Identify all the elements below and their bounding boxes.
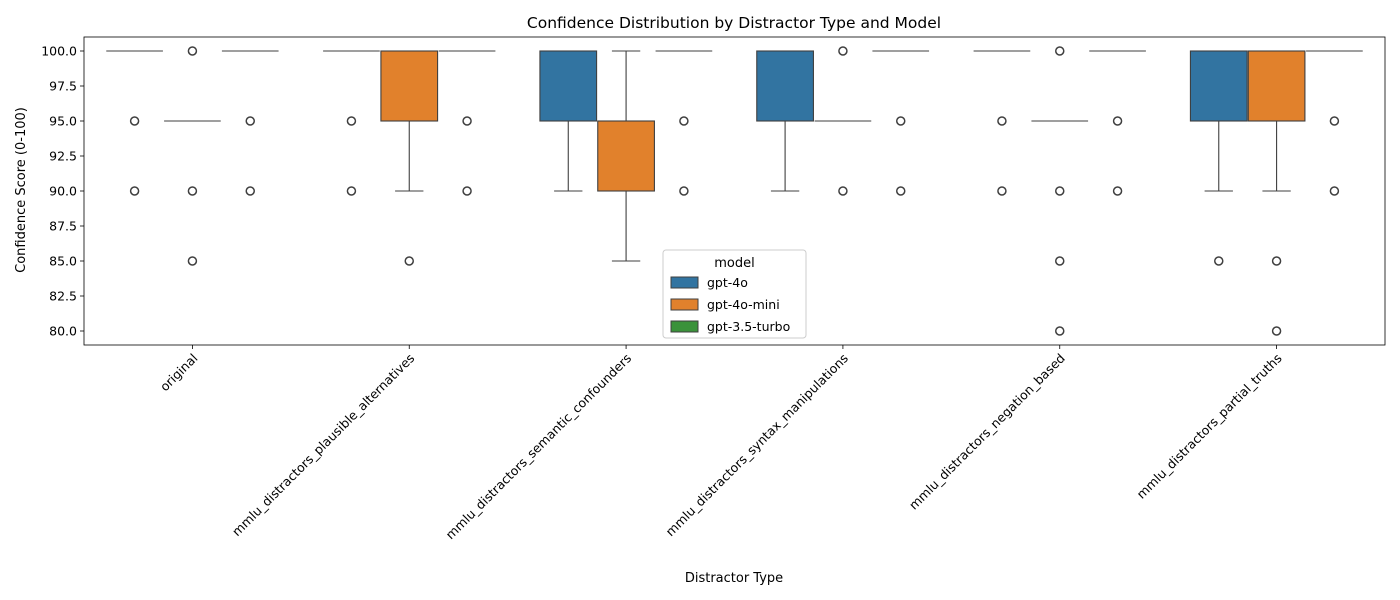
box-gpt-4o — [1189, 50, 1248, 266]
box-gpt-4o — [973, 50, 1031, 196]
y-tick-label: 95.0 — [49, 114, 77, 129]
box-iqr — [1189, 50, 1248, 122]
y-tick-label: 90.0 — [49, 184, 77, 199]
y-tick-label: 92.5 — [49, 149, 77, 164]
box-iqr — [1247, 50, 1306, 122]
y-tick-label: 80.0 — [49, 324, 77, 339]
y-tick-label: 87.5 — [49, 219, 77, 234]
outlier-point — [997, 186, 1007, 196]
outlier-point — [187, 256, 198, 266]
outlier-point — [679, 116, 689, 126]
box-gpt-3.5-turbo — [655, 50, 713, 196]
box-gpt-4o-mini — [814, 46, 872, 196]
box-gpt-4o-mini — [1031, 46, 1089, 336]
x-tick-label: mmlu_distractors_negation_based — [906, 351, 1068, 513]
outlier-point — [1055, 256, 1065, 266]
outlier-point — [129, 186, 140, 196]
box-gpt-3.5-turbo — [1089, 50, 1146, 196]
outlier-point — [1329, 186, 1340, 196]
outlier-point — [129, 116, 140, 126]
outlier-point — [245, 116, 255, 126]
outlier-point — [1329, 116, 1340, 126]
box-iqr — [539, 50, 598, 122]
box-iqr — [380, 50, 439, 122]
outlier-point — [1214, 256, 1224, 266]
outlier-point — [895, 186, 906, 196]
outlier-point — [895, 116, 906, 126]
legend-swatch-gpt-4o-mini — [670, 298, 699, 311]
y-axis-label: Confidence Score (0-100) — [14, 107, 29, 273]
outlier-point — [1271, 256, 1282, 266]
outlier-point — [1271, 326, 1282, 336]
box-gpt-4o — [323, 50, 380, 196]
legend-title: model — [714, 256, 754, 271]
legend-label-gpt-3.5-turbo: gpt-3.5-turbo — [707, 319, 790, 334]
legend: model gpt-4o gpt-4o-mini gpt-3.5-turbo — [662, 249, 807, 339]
outlier-point — [838, 46, 848, 56]
x-tick-label: mmlu_distractors_syntax_manipulations — [662, 351, 851, 540]
y-tick-label: 100.0 — [41, 44, 77, 59]
box-gpt-4o-mini — [380, 50, 439, 266]
box-iqr — [597, 120, 655, 192]
outlier-point — [462, 186, 472, 196]
y-tick-label: 97.5 — [49, 79, 77, 94]
outlier-point — [187, 186, 198, 196]
legend-label-gpt-4o-mini: gpt-4o-mini — [707, 297, 780, 312]
outlier-point — [346, 116, 357, 126]
outlier-point — [404, 256, 414, 266]
outlier-point — [838, 186, 848, 196]
box-gpt-3.5-turbo — [872, 50, 930, 196]
outlier-point — [997, 116, 1007, 126]
outlier-point — [1055, 186, 1065, 196]
outlier-point — [1112, 116, 1123, 126]
box-gpt-4o-mini — [597, 50, 655, 262]
box-gpt-4o-mini — [1247, 50, 1306, 336]
x-tick-label: mmlu_distractors_partial_truths — [1134, 351, 1285, 502]
legend-swatch-gpt-3.5-turbo — [670, 320, 699, 333]
outlier-point — [1055, 326, 1065, 336]
legend-label-gpt-4o: gpt-4o — [707, 275, 748, 290]
legend-box — [662, 249, 807, 339]
outlier-point — [187, 46, 198, 56]
box-gpt-3.5-turbo — [1306, 50, 1363, 196]
outlier-point — [245, 186, 255, 196]
outlier-point — [1112, 186, 1123, 196]
x-tick-label: mmlu_distractors_semantic_confounders — [443, 351, 635, 543]
chart-title: Confidence Distribution by Distractor Ty… — [527, 14, 941, 32]
box-gpt-4o-mini — [164, 46, 221, 266]
outlier-point — [679, 186, 689, 196]
box-gpt-4o — [539, 50, 598, 192]
outlier-point — [462, 116, 472, 126]
outlier-point — [1055, 46, 1065, 56]
x-axis-label: Distractor Type — [685, 571, 783, 586]
x-tick-label: original — [157, 351, 201, 395]
x-tick-label: mmlu_distractors_plausible_alternatives — [229, 351, 417, 539]
y-tick-label: 82.5 — [49, 289, 77, 304]
box-gpt-4o — [106, 50, 163, 196]
outlier-point — [346, 186, 357, 196]
box-gpt-4o — [756, 50, 814, 192]
y-tick-label: 85.0 — [49, 254, 77, 269]
box-iqr — [756, 50, 814, 122]
legend-swatch-gpt-4o — [670, 276, 699, 289]
box-gpt-3.5-turbo — [438, 50, 496, 196]
box-gpt-3.5-turbo — [221, 50, 279, 196]
